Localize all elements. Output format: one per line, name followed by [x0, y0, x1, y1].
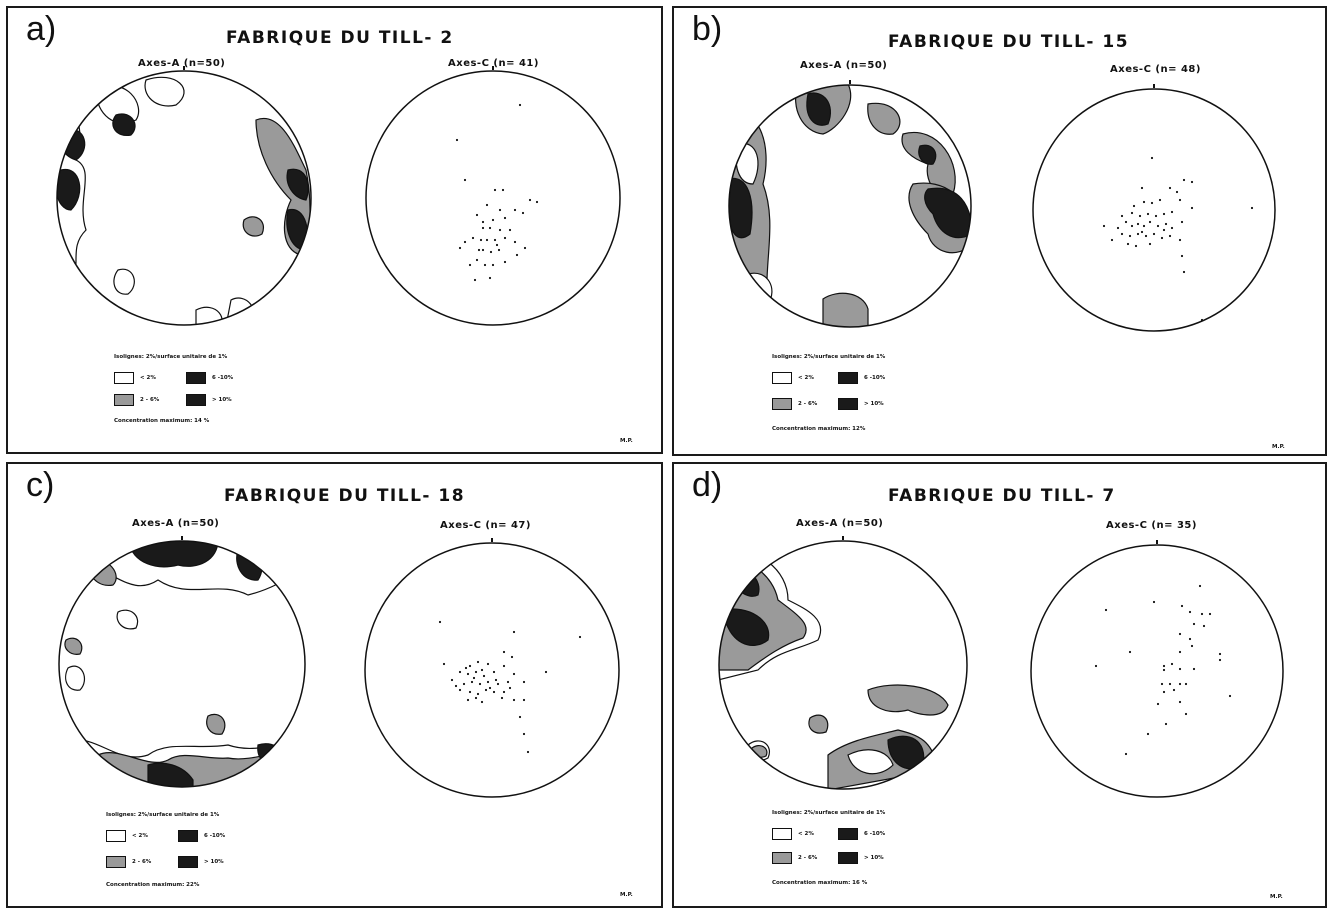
- swatch-2-6: [114, 394, 134, 406]
- panel-b: b) FABRIQUE DU TILL- 15 Axes-A (n=50) Ax…: [672, 6, 1327, 456]
- swatch-2-6: [772, 852, 792, 864]
- axes-c-label: Axes-C (n= 41): [448, 58, 539, 69]
- axes-c-stereonet: [365, 66, 621, 326]
- panel-title: FABRIQUE DU TILL- 15: [888, 32, 1130, 52]
- axes-c-label: Axes-C (n= 47): [440, 520, 531, 531]
- axes-a-label: Axes-A (n=50): [138, 58, 226, 69]
- panel-letter: a): [26, 10, 57, 48]
- axes-c-label: Axes-C (n= 35): [1106, 520, 1197, 531]
- axes-a-stereonet: [728, 80, 972, 328]
- isolines-note: Isolignes: 2%/surface unitaire de 1%: [114, 354, 228, 360]
- axes-c-stereonet: [364, 538, 620, 798]
- legend-2-6: 2 - 6%: [798, 855, 818, 861]
- signature: M.P.: [620, 438, 633, 444]
- axes-c-stereonet: [1030, 540, 1284, 798]
- panel-letter: d): [692, 466, 723, 504]
- legend: Isolignes: 2%/surface unitaire de 1% < 2…: [106, 812, 326, 902]
- swatch-lt2: [114, 372, 134, 384]
- swatch-gt10: [186, 394, 206, 406]
- signature: M.P.: [1272, 444, 1285, 450]
- panel-title: FABRIQUE DU TILL- 7: [888, 486, 1116, 506]
- panel-c: c) FABRIQUE DU TILL- 18 Axes-A (n=50) Ax…: [6, 462, 663, 908]
- legend-6-10: 6 -10%: [204, 833, 226, 839]
- legend-gt10: > 10%: [204, 859, 224, 865]
- swatch-6-10: [178, 830, 198, 842]
- concentration-max: Concentration maximum: 14 %: [114, 418, 210, 424]
- swatch-6-10: [838, 372, 858, 384]
- axes-a-label: Axes-A (n=50): [796, 518, 884, 529]
- axes-a-label: Axes-A (n=50): [800, 60, 888, 71]
- swatch-2-6: [106, 856, 126, 868]
- legend-lt2: < 2%: [798, 831, 814, 837]
- legend-2-6: 2 - 6%: [140, 397, 160, 403]
- panel-a: a) FABRIQUE DU TILL- 2 Axes-A (n=50) Axe…: [6, 6, 663, 454]
- axes-a-stereonet: [56, 66, 312, 326]
- legend: Isolignes: 2%/surface unitaire de 1% < 2…: [772, 810, 992, 900]
- isolines-note: Isolignes: 2%/surface unitaire de 1%: [772, 810, 886, 816]
- legend-6-10: 6 -10%: [864, 375, 886, 381]
- isolines-note: Isolignes: 2%/surface unitaire de 1%: [106, 812, 220, 818]
- swatch-2-6: [772, 398, 792, 410]
- swatch-gt10: [838, 398, 858, 410]
- panel-letter: b): [692, 10, 723, 48]
- panel-d: d) FABRIQUE DU TILL- 7 Axes-A (n=50) Axe…: [672, 462, 1327, 908]
- legend-6-10: 6 -10%: [864, 831, 886, 837]
- swatch-lt2: [772, 372, 792, 384]
- axes-a-stereonet: [718, 536, 968, 790]
- swatch-6-10: [838, 828, 858, 840]
- panel-letter: c): [26, 466, 55, 504]
- legend-lt2: < 2%: [798, 375, 814, 381]
- legend-lt2: < 2%: [132, 833, 148, 839]
- swatch-6-10: [186, 372, 206, 384]
- concentration-max: Concentration maximum: 12%: [772, 426, 866, 432]
- legend-2-6: 2 - 6%: [132, 859, 152, 865]
- legend-gt10: > 10%: [864, 401, 884, 407]
- swatch-gt10: [178, 856, 198, 868]
- legend: Isolignes: 2%/surface unitaire de 1% < 2…: [114, 354, 334, 434]
- legend-lt2: < 2%: [140, 375, 156, 381]
- legend: Isolignes: 2%/surface unitaire de 1% < 2…: [772, 354, 992, 444]
- swatch-gt10: [838, 852, 858, 864]
- legend-gt10: > 10%: [864, 855, 884, 861]
- axes-c-stereonet: [1032, 84, 1276, 332]
- axes-a-label: Axes-A (n=50): [132, 518, 220, 529]
- panel-title: FABRIQUE DU TILL- 18: [224, 486, 466, 506]
- axes-a-stereonet: [58, 536, 306, 788]
- signature: M.P.: [1270, 894, 1283, 900]
- signature: M.P.: [620, 892, 633, 898]
- legend-gt10: > 10%: [212, 397, 232, 403]
- legend-6-10: 6 -10%: [212, 375, 234, 381]
- axes-c-label: Axes-C (n= 48): [1110, 64, 1201, 75]
- legend-2-6: 2 - 6%: [798, 401, 818, 407]
- isolines-note: Isolignes: 2%/surface unitaire de 1%: [772, 354, 886, 360]
- concentration-max: Concentration maximum: 22%: [106, 882, 200, 888]
- concentration-max: Concentration maximum: 16 %: [772, 880, 868, 886]
- panel-title: FABRIQUE DU TILL- 2: [226, 28, 454, 48]
- swatch-lt2: [106, 830, 126, 842]
- swatch-lt2: [772, 828, 792, 840]
